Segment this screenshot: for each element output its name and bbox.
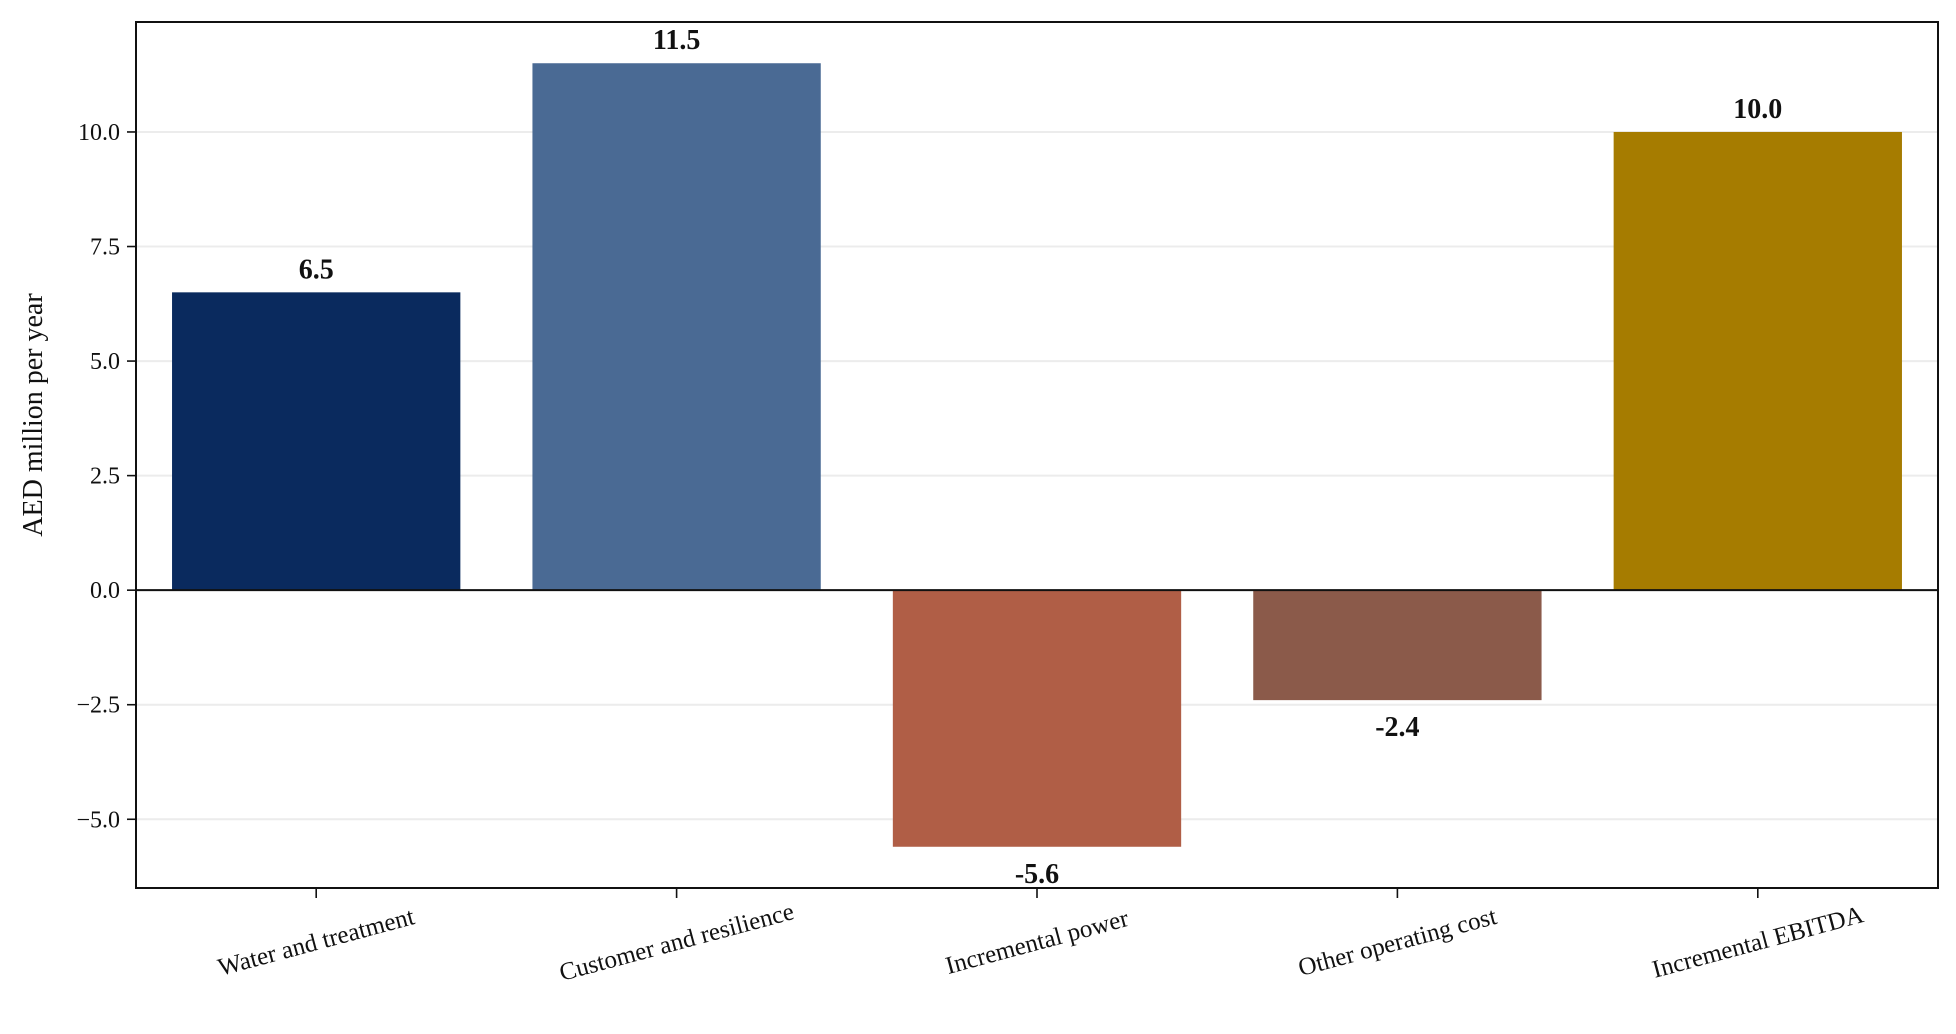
- bar: [1253, 590, 1542, 701]
- y-tick-label: 10.0: [78, 120, 120, 146]
- y-axis-ticks: −5.0 −2.5 0.0 2.5 5.0 7.5 10.0: [76, 120, 136, 833]
- bar-value-label: 6.5: [299, 254, 334, 285]
- value-labels: 6.5 11.5 -5.6 -2.4 10.0: [299, 25, 1783, 890]
- bar-value-label: 11.5: [653, 25, 700, 56]
- bar-value-label: -5.6: [1015, 859, 1059, 890]
- y-tick-label: 0.0: [90, 578, 120, 604]
- bar: [532, 63, 821, 591]
- y-tick-label: 5.0: [90, 349, 120, 375]
- y-axis-title: AED million per year: [18, 293, 49, 537]
- y-tick-label: −5.0: [76, 807, 120, 833]
- bars: [172, 63, 1902, 847]
- y-tick-label: 7.5: [90, 235, 120, 261]
- bar: [892, 590, 1182, 847]
- y-tick-label: 2.5: [90, 464, 120, 490]
- bar: [1613, 131, 1902, 591]
- bar: [172, 292, 461, 591]
- bar-value-label: -2.4: [1375, 712, 1419, 743]
- bar-value-label: 10.0: [1733, 94, 1782, 125]
- y-tick-label: −2.5: [76, 693, 120, 719]
